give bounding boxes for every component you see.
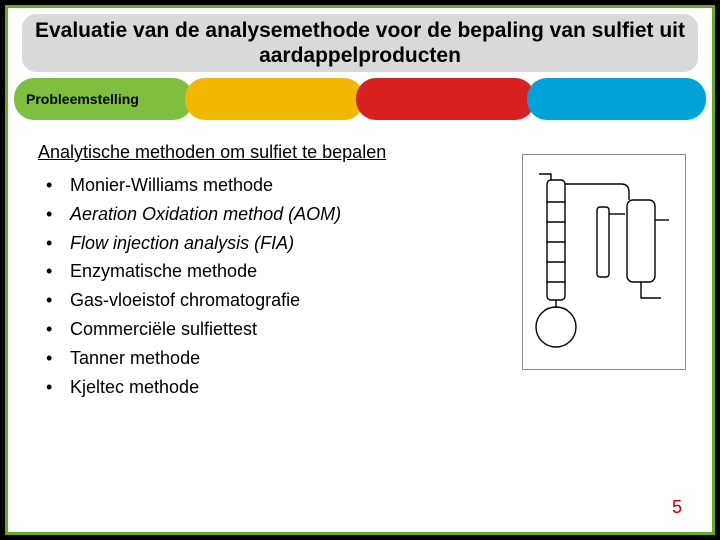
tab-row: Probleemstelling — [14, 78, 706, 120]
list-item: Kjeltec methode — [46, 373, 682, 402]
tab-2[interactable] — [185, 78, 364, 120]
tab-4[interactable] — [527, 78, 706, 120]
tab-3[interactable] — [356, 78, 535, 120]
apparatus-icon — [529, 162, 679, 362]
tab-probleemstelling[interactable]: Probleemstelling — [14, 78, 193, 120]
apparatus-figure — [522, 154, 686, 370]
slide-title: Evaluatie van de analysemethode voor de … — [22, 14, 698, 72]
page-number: 5 — [672, 497, 682, 518]
slide: Evaluatie van de analysemethode voor de … — [5, 5, 715, 535]
